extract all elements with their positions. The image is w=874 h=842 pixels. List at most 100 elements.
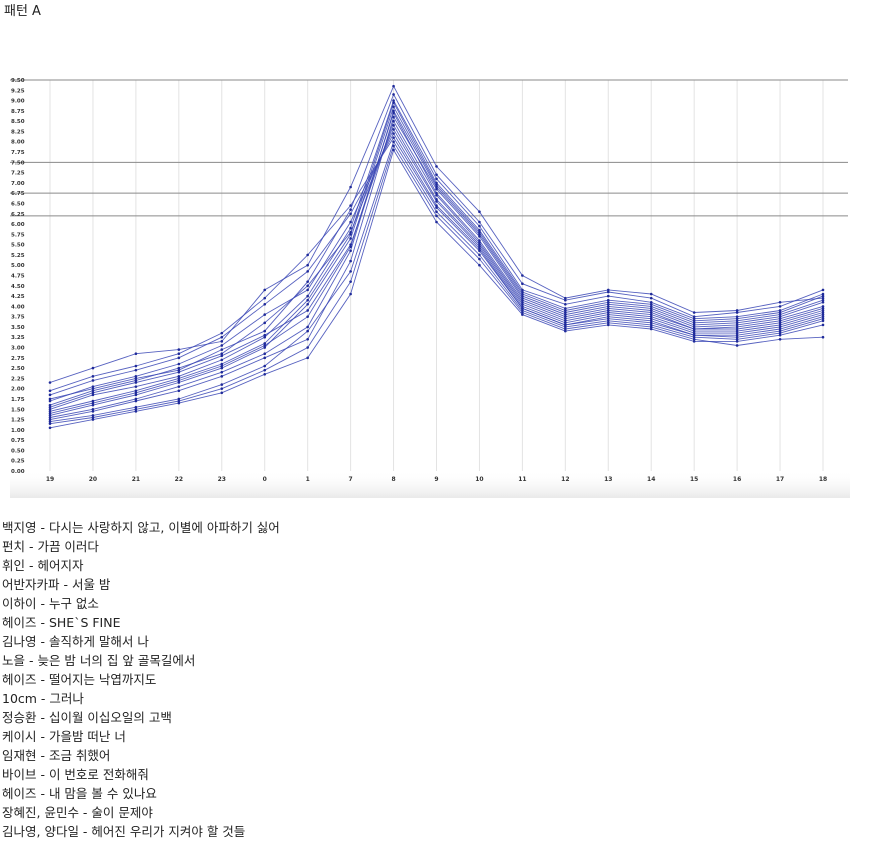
y-tick-label: 7.00: [11, 181, 25, 187]
data-point: [521, 282, 524, 286]
data-point: [220, 383, 224, 386]
data-point: [91, 399, 95, 403]
data-point: [821, 296, 825, 300]
data-point: [134, 407, 138, 411]
data-point: [735, 340, 739, 343]
x-tick-label: 21: [132, 476, 140, 483]
data-point: [478, 257, 481, 261]
data-point: [134, 352, 138, 356]
data-point: [649, 327, 653, 331]
y-tick-label: 3.75: [11, 315, 25, 321]
x-tick-label: 7: [349, 476, 353, 483]
data-point: [606, 319, 610, 323]
data-point: [91, 379, 95, 382]
data-point: [48, 399, 52, 403]
data-point: [263, 335, 267, 339]
data-point: [263, 321, 267, 325]
x-tick-label: 23: [218, 476, 226, 483]
data-point: [692, 333, 696, 337]
data-point: [564, 323, 567, 327]
data-point: [177, 348, 181, 351]
data-point: [564, 325, 567, 329]
data-point: [48, 426, 52, 430]
data-point: [392, 140, 395, 144]
data-point: [435, 165, 438, 168]
data-point: [521, 274, 524, 277]
data-point: [177, 377, 181, 380]
y-tick-label: 6.75: [11, 191, 25, 197]
data-point: [778, 321, 782, 325]
data-point: [177, 362, 181, 366]
data-point: [735, 317, 739, 321]
data-point: [91, 375, 95, 378]
data-point: [392, 128, 395, 131]
data-point: [306, 253, 309, 257]
y-tick-label: 2.50: [11, 366, 25, 372]
data-point: [48, 397, 52, 401]
data-point: [263, 303, 267, 306]
data-point: [649, 317, 653, 321]
data-point: [91, 391, 95, 395]
data-point: [735, 329, 739, 333]
data-point: [649, 303, 653, 306]
data-point: [649, 300, 653, 304]
data-point: [606, 290, 610, 294]
data-point: [649, 313, 653, 316]
song-list-item: 바이브 - 이 번호로 전화해줘: [2, 767, 149, 782]
data-point: [220, 344, 224, 347]
data-point: [435, 173, 438, 176]
data-point: [91, 401, 95, 405]
data-point: [220, 331, 224, 335]
data-point: [564, 327, 567, 331]
data-point: [478, 243, 481, 246]
data-point: [821, 305, 825, 308]
data-point: [778, 315, 782, 318]
data-point: [649, 296, 653, 300]
data-point: [564, 313, 567, 316]
data-point: [778, 305, 782, 308]
data-point: [177, 389, 181, 393]
data-point: [349, 220, 352, 224]
data-point: [349, 237, 352, 240]
data-point: [220, 354, 224, 358]
data-point: [177, 366, 181, 370]
data-point: [134, 410, 138, 413]
data-point: [478, 263, 481, 267]
data-point: [735, 315, 739, 318]
data-point: [177, 370, 181, 374]
data-point: [821, 317, 825, 321]
data-point: [177, 352, 181, 356]
song-list-item: 어반자카파 - 서울 밤: [2, 577, 111, 592]
data-point: [778, 313, 782, 316]
y-tick-label: 3.25: [11, 335, 25, 341]
data-point: [134, 377, 138, 380]
data-point: [692, 311, 696, 314]
x-tick-label: 16: [733, 476, 741, 483]
data-point: [220, 366, 224, 370]
data-point: [349, 230, 352, 234]
data-point: [692, 325, 696, 329]
data-point: [778, 319, 782, 323]
data-point: [220, 362, 224, 366]
data-point: [349, 259, 352, 263]
data-point: [649, 323, 653, 327]
data-point: [478, 233, 481, 236]
data-point: [692, 315, 696, 318]
data-point: [821, 335, 825, 339]
data-point: [263, 296, 267, 300]
data-point: [134, 397, 138, 401]
data-point: [306, 325, 309, 329]
data-point: [606, 321, 610, 325]
data-point: [48, 407, 52, 411]
data-point: [349, 185, 352, 189]
data-point: [478, 253, 481, 257]
data-point: [306, 329, 309, 333]
data-point: [306, 337, 309, 341]
song-list-item: 김나영, 양다일 - 헤어진 우리가 지켜야 할 것들: [2, 824, 246, 839]
data-point: [821, 294, 825, 298]
data-point: [134, 368, 138, 372]
data-point: [821, 288, 825, 292]
data-point: [564, 311, 567, 314]
data-point: [692, 329, 696, 333]
data-point: [48, 420, 52, 423]
